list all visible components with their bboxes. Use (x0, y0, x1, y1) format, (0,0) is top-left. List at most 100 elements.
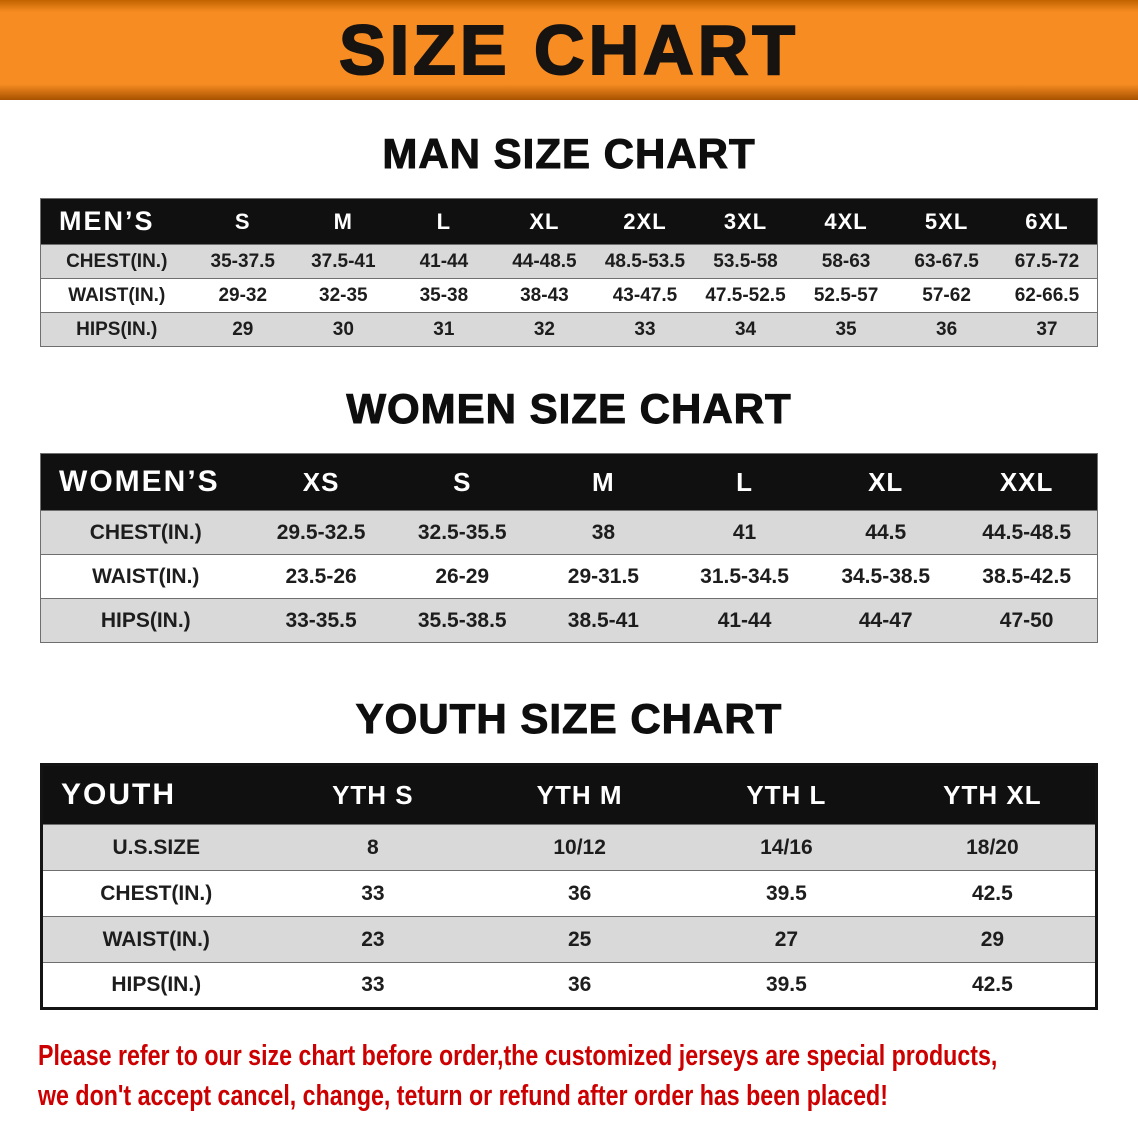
table-row: HIPS(IN.) 29 30 31 32 33 34 35 36 37 (40, 312, 1098, 347)
table-cell: 67.5-72 (1014, 250, 1080, 272)
table-cell: 35.5-38.5 (417, 608, 507, 632)
table-cell: 39.5 (765, 881, 807, 905)
size-column-header: YTH M (476, 764, 683, 825)
table-cell: 35-37.5 (210, 250, 275, 272)
table-row: WAIST(IN.) 23 25 27 29 (41, 916, 1097, 963)
table-cell: 18/20 (966, 835, 1019, 859)
row-label: U.S.SIZE (112, 835, 201, 859)
table-row: HIPS(IN.) 33 36 39.5 42.5 (41, 962, 1097, 1009)
men-size-chart-heading: MAN SIZE CHART (382, 130, 756, 178)
table-row: U.S.SIZE 8 10/12 14/16 18/20 (41, 824, 1097, 871)
size-column-header: XXL (956, 453, 1098, 511)
size-column-header: 4XL (795, 198, 897, 245)
table-cell: 36 (567, 881, 592, 905)
table-cell: 29.5-32.5 (276, 520, 366, 544)
table-cell: 25 (567, 927, 592, 951)
table-corner-label: WOMEN’S (40, 453, 251, 511)
size-column-header: S (391, 453, 533, 511)
table-cell: 44.5 (865, 520, 907, 544)
table-header-row: YOUTH YTH S YTH M YTH L YTH XL (41, 764, 1097, 825)
table-cell: 47-50 (999, 608, 1054, 632)
table-cell: 52.5-57 (813, 284, 879, 306)
row-label: CHEST(IN.) (66, 250, 168, 272)
table-cell: 41-44 (717, 608, 772, 632)
table-cell: 36 (567, 973, 592, 996)
table-cell: 57-62 (922, 284, 971, 306)
row-label: HIPS(IN.) (111, 973, 202, 996)
table-cell: 48.5-53.5 (604, 250, 686, 272)
men-size-table: MEN’S S M L XL 2XL 3XL 4XL 5XL 6XL CHEST(IN.) 35-37… (40, 198, 1098, 347)
table-cell: 32 (533, 318, 555, 340)
table-cell: 14/16 (760, 835, 813, 859)
row-label: HIPS(IN.) (76, 318, 158, 340)
table-cell: 44.5-48.5 (982, 520, 1072, 544)
size-column-header: XL (494, 198, 595, 245)
size-column-header: 3XL (695, 198, 796, 245)
size-column-header: M (293, 198, 394, 245)
women-size-chart-heading: WOMEN SIZE CHART (346, 385, 792, 433)
table-corner-label: YOUTH (41, 764, 270, 825)
table-header-row: MEN’S S M L XL 2XL 3XL 4XL 5XL 6XL (40, 198, 1098, 245)
table-cell: 44-47 (858, 608, 913, 632)
table-cell: 31 (433, 318, 455, 340)
table-cell: 31.5-34.5 (700, 564, 789, 588)
size-column-header: XL (815, 453, 957, 511)
table-cell: 41-44 (419, 250, 469, 272)
table-cell: 37.5-41 (311, 250, 376, 272)
size-column-header: M (532, 453, 674, 511)
table-row: CHEST(IN.) 29.5-32.5 32.5-35.5 38 41 44.5 44.5… (40, 510, 1098, 555)
size-column-header: YTH S (269, 764, 477, 825)
table-cell: 44-48.5 (512, 250, 577, 272)
table-cell: 33 (361, 881, 385, 905)
table-cell: 34 (734, 318, 757, 340)
disclaimer-line-2: we don't accept cancel, change, teturn o… (38, 1080, 888, 1112)
table-cell: 23.5-26 (285, 564, 357, 588)
table-corner-label: MEN’S (40, 198, 193, 245)
table-cell: 29 (980, 927, 1005, 951)
men-size-section: MAN SIZE CHART MEN’S S M L XL 2XL 3XL 4XL 5XL 6XL… (0, 130, 1138, 347)
size-column-header: 6XL (996, 198, 1098, 245)
table-cell: 36 (936, 318, 958, 340)
table-cell: 62-66.5 (1014, 284, 1080, 306)
row-label: CHEST(IN.) (100, 881, 213, 905)
table-cell: 32-35 (319, 284, 368, 306)
table-cell: 38-43 (520, 284, 569, 306)
table-cell: 35 (835, 318, 857, 340)
table-cell: 34.5-38.5 (841, 564, 931, 588)
table-cell: 41 (732, 520, 757, 544)
youth-size-chart-heading: YOUTH SIZE CHART (355, 695, 783, 743)
table-cell: 35-38 (419, 284, 469, 306)
table-cell: 26-29 (435, 564, 490, 588)
table-row: CHEST(IN.) 35-37.5 37.5-41 41-44 44-48.5 48.5… (40, 244, 1098, 279)
table-cell: 29-31.5 (567, 564, 639, 588)
table-cell: 37 (1036, 318, 1058, 340)
row-label: WAIST(IN.) (68, 284, 166, 306)
size-column-header: YTH XL (889, 764, 1097, 825)
table-cell: 33 (361, 973, 385, 996)
table-cell: 53.5-58 (713, 250, 778, 272)
table-cell: 27 (774, 927, 799, 951)
table-cell: 38 (591, 520, 616, 544)
size-column-header: YTH L (683, 764, 890, 825)
table-cell: 8 (367, 835, 379, 859)
disclaimer-line-1: Please refer to our size chart before or… (38, 1040, 998, 1072)
table-cell: 29 (232, 318, 254, 340)
table-cell: 38.5-41 (567, 608, 639, 632)
table-cell: 42.5 (971, 881, 1013, 905)
size-column-header: XS (250, 453, 392, 511)
table-cell: 32.5-35.5 (417, 520, 507, 544)
table-header-row: WOMEN’S XS S M L XL XXL (40, 453, 1098, 511)
table-row: HIPS(IN.) 33-35.5 35.5-38.5 38.5-41 41-44 44-… (40, 598, 1098, 643)
table-cell: 33-35.5 (285, 608, 357, 632)
size-column-header: L (393, 198, 495, 245)
row-label: WAIST(IN.) (102, 927, 210, 951)
table-cell: 29-32 (218, 284, 268, 306)
table-row: WAIST(IN.) 23.5-26 26-29 29-31.5 31.5-34.5 34… (40, 554, 1098, 599)
row-label: CHEST(IN.) (89, 520, 202, 544)
youth-size-table: YOUTH YTH S YTH M YTH L YTH XL U.S.SIZE 8 10/12… (40, 763, 1098, 1010)
size-column-header: 2XL (594, 198, 696, 245)
table-cell: 10/12 (553, 835, 606, 859)
row-label: WAIST(IN.) (92, 564, 200, 588)
table-cell: 23 (361, 927, 385, 951)
size-chart-banner-title: SIZE CHART (338, 10, 799, 90)
